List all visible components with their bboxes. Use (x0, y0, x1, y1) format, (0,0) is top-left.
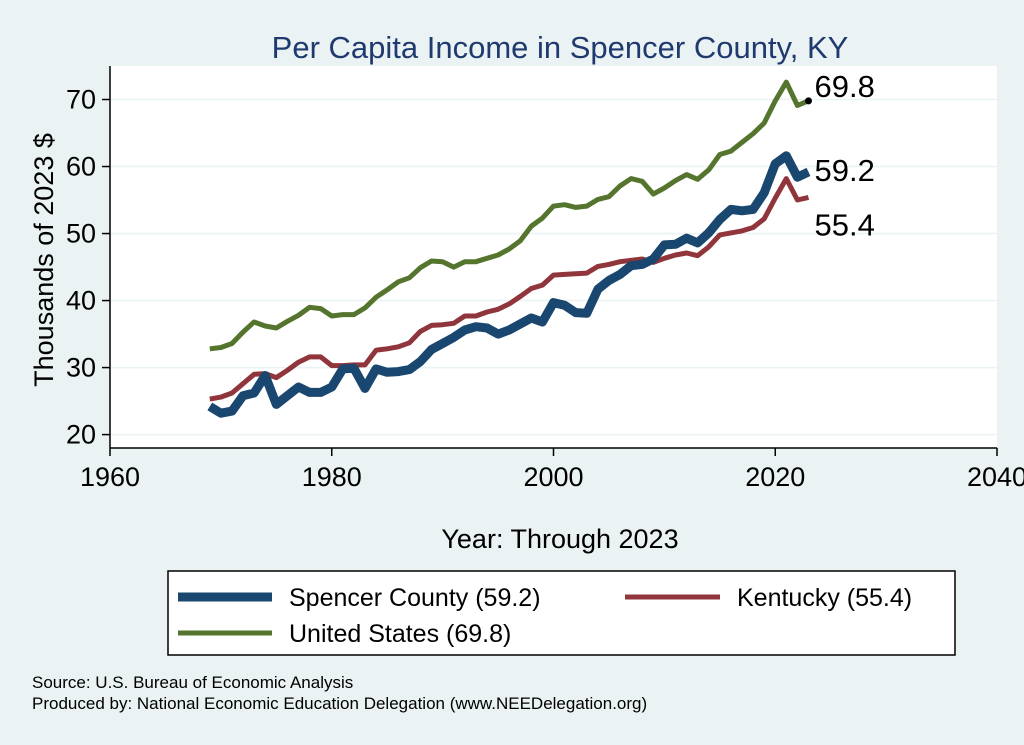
legend-label-kentucky: Kentucky (55.4) (737, 584, 912, 612)
x-tick-label: 1960 (80, 462, 140, 492)
x-tick-label: 1980 (302, 462, 362, 492)
end-marker (805, 97, 813, 105)
y-tick-label: 20 (66, 420, 96, 450)
ticks: 20 30 40 50 60 70 1960 1980 2000 2020 2040 (66, 85, 1024, 492)
y-tick-label: 70 (66, 85, 96, 115)
legend-label-us: United States (69.8) (289, 620, 511, 648)
series-lines (207, 79, 811, 418)
series-line-2 (209, 79, 810, 352)
y-tick-label: 60 (66, 152, 96, 182)
chart-title: Per Capita Income in Spencer County, KY (272, 30, 849, 65)
x-tick-label: 2020 (745, 462, 805, 492)
y-tick-label: 40 (66, 286, 96, 316)
plot-area (110, 66, 997, 448)
legend-box (167, 570, 956, 656)
x-tick-label: 2000 (523, 462, 583, 492)
y-tick-label: 30 (66, 353, 96, 383)
produced-by-line: Produced by: National Economic Education… (32, 694, 647, 713)
series-line-1 (209, 176, 810, 402)
legend: Spencer County (59.2) Kentucky (55.4) Un… (167, 570, 956, 656)
y-axis-label: Thousands of 2023 $ (29, 133, 59, 387)
y-tick-label: 50 (66, 219, 96, 249)
x-axis-label: Year: Through 2023 (441, 524, 678, 554)
end-value-label: 69.8 (815, 69, 875, 104)
x-tick-label: 2040 (967, 462, 1024, 492)
source-line: Source: U.S. Bureau of Economic Analysis (32, 673, 353, 692)
end-labels: 69.8 59.2 55.4 (805, 69, 875, 242)
end-value-label: 59.2 (815, 153, 875, 188)
end-value-label: 55.4 (815, 207, 875, 242)
series-line-0 (207, 151, 811, 418)
legend-label-spencer: Spencer County (59.2) (289, 584, 541, 612)
